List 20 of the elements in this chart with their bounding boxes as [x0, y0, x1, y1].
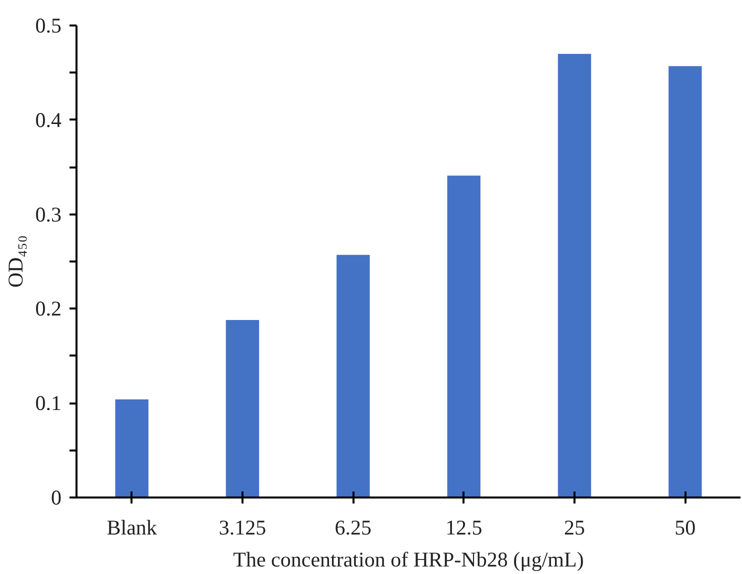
bar: [668, 66, 702, 498]
y-tick-label: 0.3: [35, 202, 62, 226]
y-tick-label: 0.2: [35, 296, 62, 321]
y-tick-label: 0.4: [35, 108, 62, 132]
bar: [226, 320, 260, 498]
x-tick-label: Blank: [106, 516, 158, 540]
x-tick-label: 12.5: [445, 516, 482, 540]
bar: [336, 254, 370, 498]
bar: [447, 176, 480, 498]
x-axis-title: The concentration of HRP-Nb28 (μg/mL): [233, 548, 584, 572]
y-tick-label: 0.1: [35, 391, 62, 416]
y-axis-title: OD₄₅₀: [3, 235, 28, 288]
bar: [115, 399, 148, 498]
x-tick-label: 25: [564, 516, 585, 540]
x-tick-label: 3.125: [218, 516, 266, 540]
y-tick-label: 0.5: [35, 14, 62, 38]
x-tick-label: 50: [674, 516, 696, 540]
x-tick-label: 6.25: [334, 516, 372, 540]
y-tick-label: 0: [51, 486, 62, 510]
bar: [558, 54, 592, 498]
